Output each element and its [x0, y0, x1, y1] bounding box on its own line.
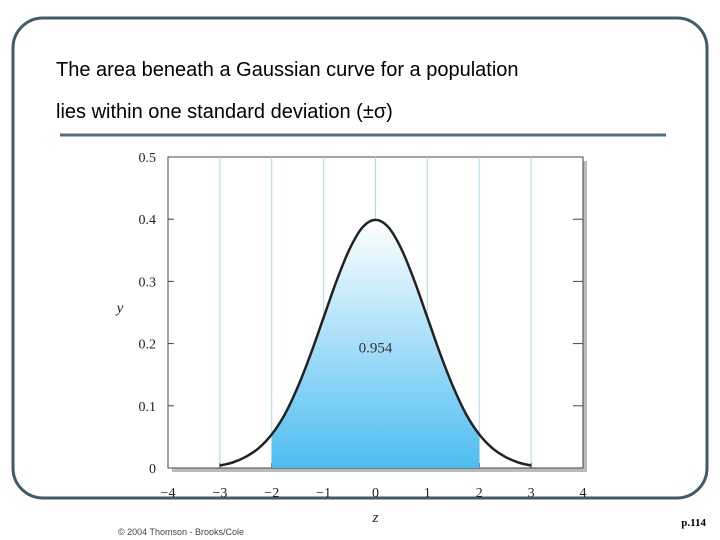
y-tick-label: 0.3 [139, 275, 157, 290]
x-tick-label: 4 [580, 486, 587, 501]
shaded-area [271, 219, 480, 468]
y-axis-label: y [115, 301, 124, 317]
x-tick-label: −2 [264, 486, 279, 501]
y-tick-label: 0.5 [139, 151, 157, 166]
y-tick-label: 0 [149, 462, 156, 477]
y-tick-label: 0.2 [139, 338, 157, 353]
curve [219, 218, 532, 467]
x-axis-label: z [372, 510, 379, 526]
x-tick-label: −3 [212, 486, 227, 501]
y-tick-label: 0.4 [139, 213, 157, 228]
slide-title: The area beneath a Gaussian curve for a … [56, 59, 519, 81]
x-tick-label: 1 [424, 486, 431, 501]
x-tick-label: 2 [476, 486, 483, 501]
area-label: 0.954 [359, 341, 393, 357]
x-tick-label: −4 [161, 486, 176, 501]
page-number: p.114 [681, 517, 706, 529]
x-tick-label: 0 [372, 486, 379, 501]
y-tick-label: 0.1 [139, 400, 157, 415]
x-tick-label: −1 [316, 486, 331, 501]
copyright: © 2004 Thomson - Brooks/Cole [118, 527, 244, 537]
x-tick-label: 3 [528, 486, 535, 501]
slide-frame [11, 16, 709, 500]
slide-title: lies within one standard deviation (±σ) [56, 101, 393, 123]
